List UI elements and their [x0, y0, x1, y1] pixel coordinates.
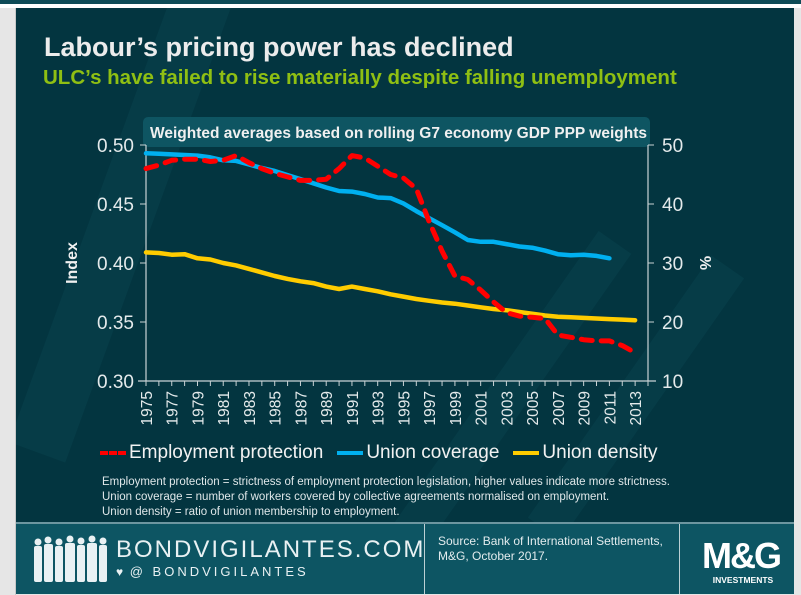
chart-subtitle: ULC’s have failed to rise materially des… [43, 66, 677, 89]
footer-separator [424, 524, 425, 594]
x-tick-label: 1997 [422, 391, 439, 425]
y-tick-label-right: 20 [662, 313, 683, 334]
x-tick-label: 2009 [577, 391, 594, 425]
x-tick-label: 2005 [525, 391, 542, 425]
legend-swatch-yellow [513, 451, 540, 455]
x-tick-label: 1989 [319, 391, 336, 425]
people-silhouette-icon [34, 535, 107, 582]
y-tick-label-left: 0.40 [97, 254, 134, 275]
x-tick-label: 2013 [628, 391, 645, 425]
legend-label: Employment protection [129, 442, 324, 463]
x-tick-label: 2011 [602, 391, 619, 424]
y-tick-label-left: 0.30 [97, 372, 134, 393]
y-axis-label-right: % [696, 256, 713, 270]
top-bar [0, 0, 801, 4]
y-tick-label-right: 40 [662, 195, 683, 216]
brand-name: BONDVIGILANTES.COM [116, 536, 426, 563]
x-tick-label: 2001 [474, 391, 491, 425]
x-tick-label: 1985 [268, 391, 285, 425]
y-tick-label-right: 50 [662, 136, 683, 157]
legend-swatch-red-dashed [100, 451, 126, 455]
note-employment-protection: Employment protection = strictness of em… [102, 476, 670, 488]
source-text: Source: Bank of International Settlement… [438, 534, 663, 563]
x-tick-label: 1979 [190, 391, 207, 425]
left-margin [0, 8, 16, 595]
series-line-union-coverage [143, 151, 612, 261]
legend-label: Union density [542, 442, 658, 463]
right-margin [795, 8, 801, 595]
logo-text: M&G [702, 535, 780, 576]
top-divider [0, 4, 801, 8]
footer-separator [679, 524, 680, 594]
x-tick-label: 1977 [165, 391, 182, 425]
y-tick-label-left: 0.50 [97, 136, 134, 157]
y-tick-label-right: 10 [662, 372, 683, 393]
annotation-box: Weighted averages based on rolling G7 ec… [143, 117, 650, 147]
annotation-text: Weighted averages based on rolling G7 ec… [150, 125, 647, 142]
x-tick-label: 1983 [242, 391, 259, 425]
legend-item-union-density: Union density [513, 442, 658, 464]
x-tick-label: 1995 [396, 391, 413, 425]
series-line-employment-protection [143, 153, 638, 356]
x-tick-label: 1991 [345, 391, 362, 425]
x-tick-label: 1999 [448, 391, 465, 425]
logo-subtext: INVESTMENTS [713, 575, 774, 585]
series-group [143, 151, 638, 356]
handle-text: @ BONDVIGILANTES [129, 564, 309, 579]
chart-area: Weighted averages based on rolling G7 ec… [64, 117, 713, 425]
y-tick-label-right: 30 [662, 254, 683, 275]
x-tick-label: 1975 [139, 391, 156, 425]
y-tick-label-left: 0.45 [97, 195, 134, 216]
x-tick-label: 1981 [216, 391, 233, 425]
footer-divider [16, 522, 794, 524]
note-union-density: Union density = ratio of union membershi… [102, 506, 400, 518]
legend-label: Union coverage [366, 442, 500, 463]
note-union-coverage: Union coverage = number of workers cover… [102, 491, 610, 503]
legend-item-employment-protection: Employment protection [100, 442, 323, 464]
x-tick-label: 2007 [551, 391, 568, 425]
y-tick-label-left: 0.35 [97, 313, 134, 334]
y-axis-label-left: Index [64, 242, 81, 284]
chart-notes: Employment protection = strictness of em… [102, 475, 670, 520]
chart-title: Labour’s pricing power has declined [44, 32, 514, 62]
axes: 0.30 0.35 0.40 0.45 0.50 10 20 30 40 50 1975 1977 19… [97, 136, 683, 425]
x-tick-label: 1993 [371, 391, 388, 425]
legend: Employment protection Union coverage Uni… [100, 440, 672, 466]
twitter-handle: ♥ @ BONDVIGILANTES [116, 564, 309, 579]
mg-logo: M&G INVESTMENTS [702, 535, 782, 585]
twitter-icon: ♥ [116, 565, 124, 579]
annotation-background [143, 117, 650, 147]
footer: BONDVIGILANTES.COM ♥ @ BONDVIGILANTES So… [16, 524, 794, 594]
x-tick-label: 1987 [293, 391, 310, 425]
legend-swatch-blue [337, 451, 364, 455]
legend-item-union-coverage: Union coverage [337, 442, 499, 464]
x-tick-label: 2003 [499, 391, 516, 425]
series-line-union-density [143, 250, 638, 323]
